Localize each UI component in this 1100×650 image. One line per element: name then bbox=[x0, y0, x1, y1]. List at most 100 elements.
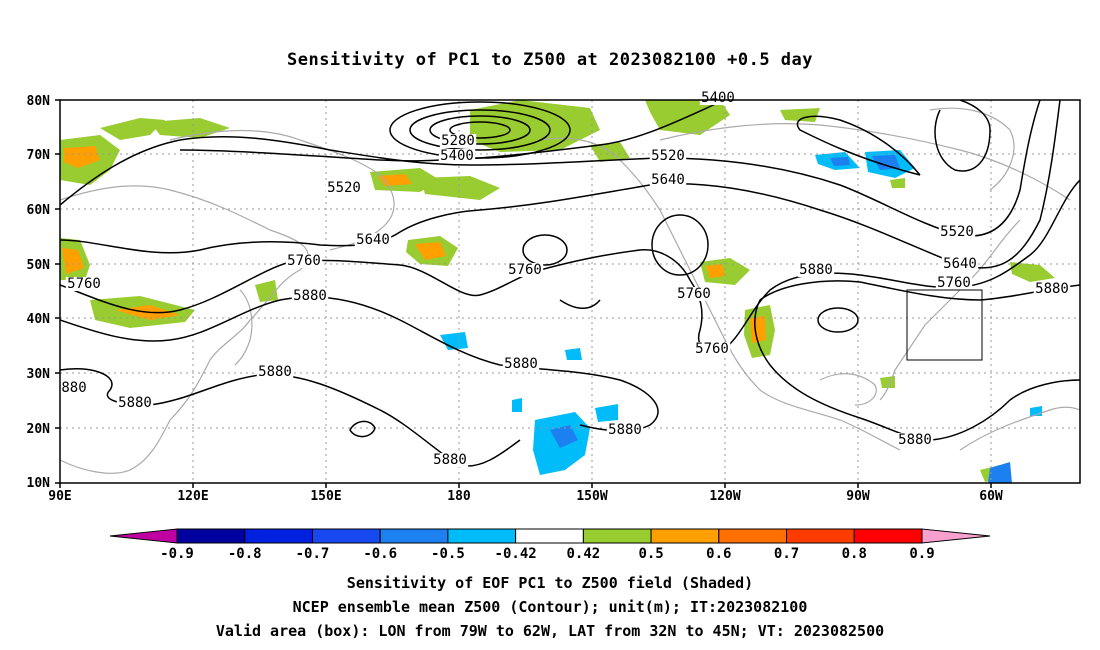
colorbar-label: -0.8 bbox=[228, 546, 262, 562]
colorbar-label: 0.42 bbox=[567, 546, 601, 562]
shade-negative bbox=[440, 332, 468, 350]
contour-polar bbox=[796, 115, 921, 176]
contour-high-center bbox=[817, 307, 859, 333]
valid-area-box bbox=[906, 289, 983, 361]
colorbar-label: 0.7 bbox=[774, 546, 799, 562]
shade-positive bbox=[64, 146, 100, 168]
contour-label-bg bbox=[935, 276, 973, 290]
contour-label: 5880 bbox=[433, 452, 467, 468]
contour-label: 5520 bbox=[327, 180, 361, 196]
lon-label: 150E bbox=[310, 489, 341, 504]
contour-low-inner bbox=[409, 109, 551, 151]
contour-label: 5880 bbox=[898, 432, 932, 448]
lat-label: 30N bbox=[27, 367, 51, 382]
contour-label: 880 bbox=[61, 380, 86, 396]
shade-positive bbox=[706, 264, 725, 278]
colorbar-label: 0.6 bbox=[706, 546, 731, 562]
contour-label-bg bbox=[693, 342, 731, 356]
coastline-greenland bbox=[929, 107, 1015, 191]
contour-label-bg bbox=[797, 263, 835, 277]
colorbar-label: -0.9 bbox=[160, 546, 194, 562]
shade-positive bbox=[700, 258, 750, 285]
contour-label: 5760 bbox=[67, 276, 101, 292]
lat-label: 50N bbox=[27, 258, 51, 273]
lat-label: 80N bbox=[27, 94, 51, 109]
colorbar-label: -0.42 bbox=[495, 546, 537, 562]
contour-label-bg bbox=[354, 233, 392, 247]
shade-positive bbox=[255, 280, 278, 302]
contour-label: 5880 bbox=[118, 395, 152, 411]
colorbar-cell bbox=[718, 528, 788, 544]
contour-label: 5880 bbox=[258, 364, 292, 380]
contour-label: 5760 bbox=[287, 253, 321, 269]
contour-label-bg bbox=[60, 381, 88, 395]
shade-negative bbox=[512, 398, 522, 412]
shade-positive bbox=[890, 178, 905, 188]
contour-label: 5880 bbox=[504, 356, 538, 372]
contour-label: 5400 bbox=[440, 148, 474, 164]
colorbar-label: 0.9 bbox=[909, 546, 934, 562]
contour-label-bg bbox=[941, 257, 979, 271]
colorbar-cell bbox=[311, 528, 381, 544]
shade-negative bbox=[872, 155, 900, 170]
colorbar-cell bbox=[515, 528, 584, 544]
colorbar-cell bbox=[650, 528, 720, 544]
contour-label: 5760 bbox=[937, 275, 971, 291]
colorbar-labels: -0.9 -0.8 -0.7 -0.6 -0.5 -0.42 0.42 0.5 0.6 0.7 0.… bbox=[160, 546, 935, 562]
colorbar-label: -0.5 bbox=[431, 546, 465, 562]
lon-label: 120E bbox=[177, 489, 208, 504]
lon-label: 60W bbox=[979, 489, 1003, 504]
contour-label-bg bbox=[116, 396, 154, 410]
coastline-gulf bbox=[819, 373, 877, 406]
contour-low-core bbox=[449, 121, 511, 139]
contour-5640 bbox=[60, 100, 1061, 269]
contour-5880 bbox=[60, 296, 659, 432]
contour-label-bg bbox=[256, 365, 294, 379]
shade-negative bbox=[595, 404, 618, 422]
contour-south-loop bbox=[559, 299, 601, 309]
coastline-south-america bbox=[959, 406, 1080, 451]
contour-label: 5280 bbox=[441, 133, 475, 149]
contour-label-bg bbox=[506, 263, 544, 277]
colorbar-cell bbox=[853, 528, 923, 544]
contour-cutoff-low bbox=[522, 234, 568, 266]
colorbar-cell bbox=[447, 528, 517, 544]
contour-cutoff-low bbox=[651, 214, 709, 276]
colorbar-label: 0.8 bbox=[842, 546, 867, 562]
shade-positive bbox=[420, 176, 500, 200]
lon-label: 180 bbox=[447, 489, 471, 504]
colorbar-cell bbox=[582, 528, 652, 544]
map-frame bbox=[59, 99, 1081, 484]
contour-label: 5760 bbox=[508, 262, 542, 278]
caption-line-1: Sensitivity of EOF PC1 to Z500 field (Sh… bbox=[346, 574, 754, 592]
map-title: Sensitivity of PC1 to Z500 at 2023082100… bbox=[286, 50, 813, 70]
coastlines bbox=[60, 107, 1080, 474]
shade-negative bbox=[830, 157, 850, 166]
shade-positive bbox=[100, 118, 165, 140]
colorbar-end-high bbox=[921, 528, 991, 544]
colorbar-label: -0.6 bbox=[363, 546, 397, 562]
contour-label-bg bbox=[285, 254, 323, 268]
contour-label-bg bbox=[325, 181, 363, 195]
coastline-alaska bbox=[539, 137, 901, 451]
colorbar-cells bbox=[176, 528, 923, 544]
lon-label: 120W bbox=[709, 489, 740, 504]
colorbar-cell bbox=[786, 528, 855, 544]
coastline-japan bbox=[234, 289, 253, 366]
contour-label-bg bbox=[938, 225, 976, 239]
shade-positive bbox=[62, 248, 84, 274]
shade-positive bbox=[470, 100, 600, 152]
contour-greenland bbox=[934, 100, 991, 172]
caption-line-2: NCEP ensemble mean Z500 (Contour); unit(… bbox=[292, 598, 808, 616]
contour-label-bg bbox=[65, 277, 103, 291]
lat-label: 70N bbox=[27, 148, 51, 163]
contour-label: 5760 bbox=[677, 286, 711, 302]
contour-label: 5880 bbox=[799, 262, 833, 278]
contour-label-bg bbox=[1033, 282, 1071, 296]
colorbar-label: 0.5 bbox=[638, 546, 663, 562]
lat-label: 10N bbox=[27, 476, 51, 491]
contour-5880-east bbox=[759, 280, 1080, 301]
contour-label: 5400 bbox=[701, 90, 735, 106]
lon-label: 90E bbox=[48, 489, 71, 504]
